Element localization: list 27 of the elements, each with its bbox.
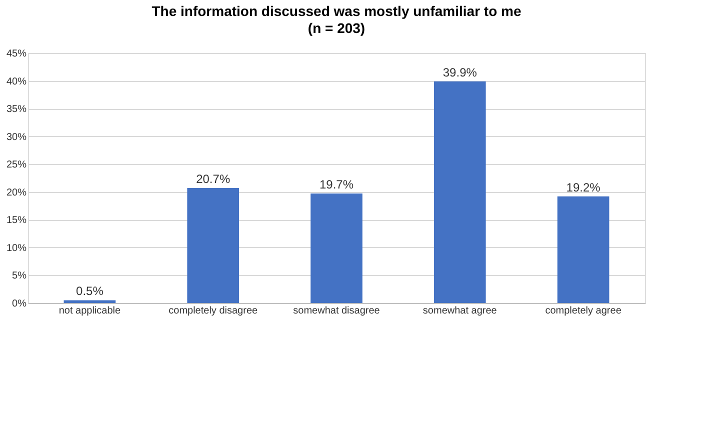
bar [64,300,116,303]
x-tick-label: not applicable [58,306,121,316]
x-tick-label: completely agree [545,306,622,316]
x-tick-label: completely disagree [168,306,258,316]
data-label: 39.9% [442,65,478,80]
data-label: 19.2% [566,180,601,194]
y-tick-label: 35% [6,104,27,116]
y-tick-label: 45% [6,48,27,60]
x-tick-label: somewhat disagree [293,306,380,316]
y-tick-label: 25% [6,160,27,171]
y-tick-label: 40% [6,76,27,88]
data-label: 20.7% [196,172,230,186]
x-tick-label: somewhat agree [422,306,498,316]
data-label: 19.7% [319,178,354,192]
bar [187,188,240,303]
bar [557,196,610,303]
y-tick-label: 30% [6,132,27,143]
y-tick-label: 5% [12,270,27,282]
y-tick-label: 15% [6,215,27,226]
data-label: 0.5% [76,284,104,298]
y-tick-label: 0% [12,298,27,310]
chart-title: The information discussed was mostly unfamiliar to me [152,3,522,19]
y-tick-label: 20% [6,187,27,198]
chart-subtitle: (n = 203) [308,20,366,36]
bar [310,194,362,303]
bar [434,81,486,303]
y-tick-label: 10% [6,242,27,254]
